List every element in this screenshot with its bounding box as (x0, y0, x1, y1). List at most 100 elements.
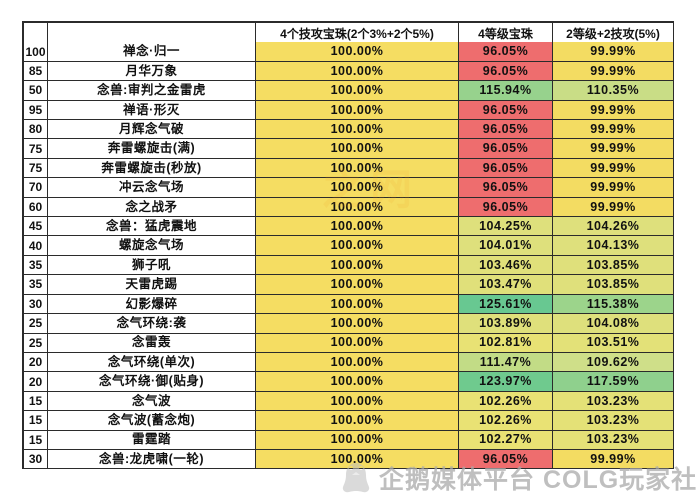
value-cell-mixed-gems: 103.23% (553, 391, 674, 412)
value-cell-mixed-gems: 99.99% (553, 61, 674, 82)
value-cell-skill-attack-gems: 100.00% (256, 236, 459, 256)
value-cell-skill-attack-gems: 100.00% (256, 372, 459, 392)
value-cell-level-gems: 111.47% (459, 352, 553, 373)
level-cell: 30 (24, 294, 48, 315)
value-cell-skill-attack-gems: 100.00% (256, 275, 459, 295)
level-cell: 30 (24, 449, 48, 470)
value-cell-skill-attack-gems: 100.00% (256, 42, 459, 62)
value-cell-skill-attack-gems: 100.00% (256, 391, 459, 412)
level-cell: 35 (24, 275, 48, 295)
level-cell: 15 (24, 430, 48, 450)
value-cell-skill-attack-gems: 100.00% (256, 430, 459, 450)
skill-name-cell: 螺旋念气场 (48, 236, 256, 256)
skill-name-cell: 念气环绕(单次) (48, 352, 256, 373)
value-cell-level-gems: 103.47% (459, 275, 553, 295)
skill-damage-comparison-table: 4个技攻宝珠(2个3%+2个5%) 4等级宝珠 2等级+2技攻(5%) 100 … (22, 21, 674, 470)
level-cell: 95 (24, 100, 48, 121)
skill-name-cell: 念兽:龙虎啸(一轮) (48, 449, 256, 470)
value-cell-mixed-gems: 115.38% (553, 294, 674, 315)
level-cell: 75 (24, 158, 48, 179)
value-cell-mixed-gems: 103.23% (553, 411, 674, 431)
value-cell-mixed-gems: 99.99% (553, 178, 674, 198)
value-cell-skill-attack-gems: 100.00% (256, 411, 459, 431)
value-cell-skill-attack-gems: 100.00% (256, 217, 459, 237)
value-cell-level-gems: 102.26% (459, 411, 553, 431)
value-cell-skill-attack-gems: 100.00% (256, 197, 459, 218)
skill-name-cell: 幻影爆碎 (48, 294, 256, 315)
value-cell-level-gems: 104.01% (459, 236, 553, 256)
skill-name-cell: 念气环绕:袭 (48, 314, 256, 334)
skill-name-cell: 月华万象 (48, 61, 256, 82)
value-cell-skill-attack-gems: 100.00% (256, 333, 459, 353)
skill-name-cell: 念气环绕·御(贴身) (48, 372, 256, 392)
value-cell-level-gems: 103.89% (459, 314, 553, 334)
value-cell-mixed-gems: 103.51% (553, 333, 674, 353)
value-cell-mixed-gems: 99.99% (553, 158, 674, 179)
skill-name-cell: 禅念·归一 (48, 42, 256, 62)
value-cell-level-gems: 96.05% (459, 158, 553, 179)
value-cell-skill-attack-gems: 100.00% (256, 81, 459, 101)
value-cell-mixed-gems: 110.35% (553, 81, 674, 101)
value-cell-mixed-gems: 103.85% (553, 255, 674, 276)
level-cell: 40 (24, 236, 48, 256)
level-cell: 25 (24, 333, 48, 353)
skill-name-cell: 禅语·形灭 (48, 100, 256, 121)
value-cell-level-gems: 96.05% (459, 449, 553, 470)
value-cell-skill-attack-gems: 100.00% (256, 255, 459, 276)
value-cell-skill-attack-gems: 100.00% (256, 139, 459, 159)
value-cell-skill-attack-gems: 100.00% (256, 158, 459, 179)
skill-name-cell: 念兽:审判之金雷虎 (48, 81, 256, 101)
level-cell: 35 (24, 255, 48, 276)
value-cell-mixed-gems: 99.99% (553, 449, 674, 470)
value-cell-skill-attack-gems: 100.00% (256, 61, 459, 82)
value-cell-mixed-gems: 103.23% (553, 430, 674, 450)
value-cell-level-gems: 96.05% (459, 120, 553, 140)
value-cell-mixed-gems: 99.99% (553, 100, 674, 121)
level-cell: 60 (24, 197, 48, 218)
level-cell: 20 (24, 372, 48, 392)
value-cell-mixed-gems: 117.59% (553, 372, 674, 392)
level-cell: 80 (24, 120, 48, 140)
skill-name-cell: 念气波 (48, 391, 256, 412)
skill-name-cell: 奔雷螺旋击(秒放) (48, 158, 256, 179)
skill-name-cell: 狮子吼 (48, 255, 256, 276)
value-cell-skill-attack-gems: 100.00% (256, 178, 459, 198)
header-4-skill-attack-gems: 4个技攻宝珠(2个3%+2个5%) (256, 23, 459, 45)
value-cell-level-gems: 102.81% (459, 333, 553, 353)
value-cell-skill-attack-gems: 100.00% (256, 120, 459, 140)
value-cell-skill-attack-gems: 100.00% (256, 314, 459, 334)
skill-name-cell: 念雷轰 (48, 333, 256, 353)
value-cell-mixed-gems: 109.62% (553, 352, 674, 373)
value-cell-mixed-gems: 103.85% (553, 275, 674, 295)
level-cell: 15 (24, 411, 48, 431)
value-cell-skill-attack-gems: 100.00% (256, 449, 459, 470)
level-cell: 45 (24, 217, 48, 237)
value-cell-skill-attack-gems: 100.00% (256, 352, 459, 373)
value-cell-level-gems: 96.05% (459, 42, 553, 62)
skill-name-cell: 念兽：猛虎震地 (48, 217, 256, 237)
value-cell-level-gems: 125.61% (459, 294, 553, 315)
level-cell: 70 (24, 178, 48, 198)
value-cell-level-gems: 104.25% (459, 217, 553, 237)
level-cell: 15 (24, 391, 48, 412)
level-cell: 85 (24, 61, 48, 82)
value-cell-level-gems: 115.94% (459, 81, 553, 101)
value-cell-mixed-gems: 99.99% (553, 42, 674, 62)
value-cell-level-gems: 96.05% (459, 178, 553, 198)
value-cell-mixed-gems: 99.99% (553, 197, 674, 218)
value-cell-level-gems: 96.05% (459, 61, 553, 82)
level-cell: 100 (24, 42, 48, 62)
value-cell-mixed-gems: 104.13% (553, 236, 674, 256)
value-cell-level-gems: 102.27% (459, 430, 553, 450)
skill-name-cell: 念之战矛 (48, 197, 256, 218)
level-cell: 25 (24, 314, 48, 334)
level-cell: 75 (24, 139, 48, 159)
skill-name-cell: 念气波(蓄念炮) (48, 411, 256, 431)
value-cell-skill-attack-gems: 100.00% (256, 100, 459, 121)
skill-name-cell: 冲云念气场 (48, 178, 256, 198)
value-cell-mixed-gems: 104.26% (553, 217, 674, 237)
value-cell-level-gems: 96.05% (459, 197, 553, 218)
value-cell-level-gems: 103.46% (459, 255, 553, 276)
header-4-level-gems: 4等级宝珠 (459, 23, 553, 45)
value-cell-mixed-gems: 104.08% (553, 314, 674, 334)
